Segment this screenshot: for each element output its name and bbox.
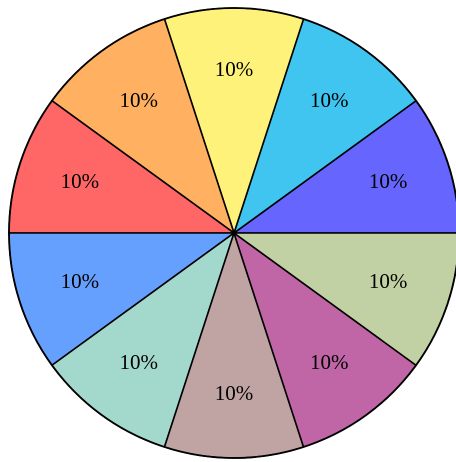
slice-label: 10%: [61, 169, 100, 193]
slice-label: 10%: [369, 169, 408, 193]
slice-label: 10%: [215, 381, 254, 405]
slice-label: 10%: [120, 350, 159, 374]
slice-label: 10%: [310, 88, 349, 112]
slice-label: 10%: [120, 88, 159, 112]
slice-label: 10%: [61, 269, 100, 293]
slice-label: 10%: [369, 269, 408, 293]
pie-outline: [8, 7, 456, 459]
slice-label: 10%: [310, 350, 349, 374]
slice-label: 10%: [215, 57, 254, 81]
